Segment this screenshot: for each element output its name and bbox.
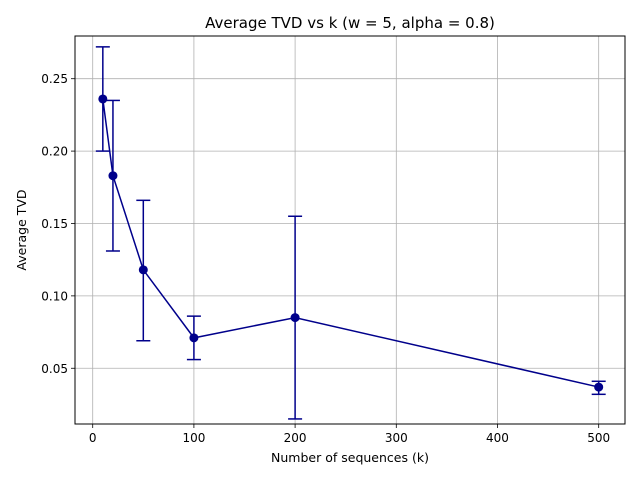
- chart-title: Average TVD vs k (w = 5, alpha = 0.8): [205, 14, 495, 32]
- data-point: [108, 171, 118, 181]
- x-tick-label: 400: [486, 431, 509, 445]
- y-tick-label: 0.05: [41, 362, 68, 376]
- y-tick-label: 0.20: [41, 145, 68, 159]
- series-layer: [95, 46, 606, 420]
- x-tick-label: 500: [587, 431, 610, 445]
- x-axis: 0 100 200 300 400 500: [89, 424, 610, 445]
- y-tick-label: 0.25: [41, 72, 68, 86]
- data-point: [290, 313, 300, 323]
- data-point: [189, 333, 199, 343]
- x-tick-label: 300: [385, 431, 408, 445]
- data-point: [98, 94, 108, 104]
- y-axis: 0.05 0.10 0.15 0.20 0.25: [41, 72, 75, 376]
- x-tick-label: 100: [182, 431, 205, 445]
- plot-frame: [74, 35, 626, 425]
- grid: [75, 36, 625, 424]
- y-axis-label: Average TVD: [14, 189, 29, 270]
- y-tick-label: 0.10: [41, 289, 68, 303]
- series-line: [102, 98, 599, 388]
- data-point: [138, 265, 148, 275]
- y-tick-label: 0.15: [41, 217, 68, 231]
- x-axis-label: Number of sequences (k): [271, 450, 429, 465]
- x-tick-label: 200: [284, 431, 307, 445]
- x-tick-label: 0: [89, 431, 97, 445]
- data-point: [594, 382, 604, 392]
